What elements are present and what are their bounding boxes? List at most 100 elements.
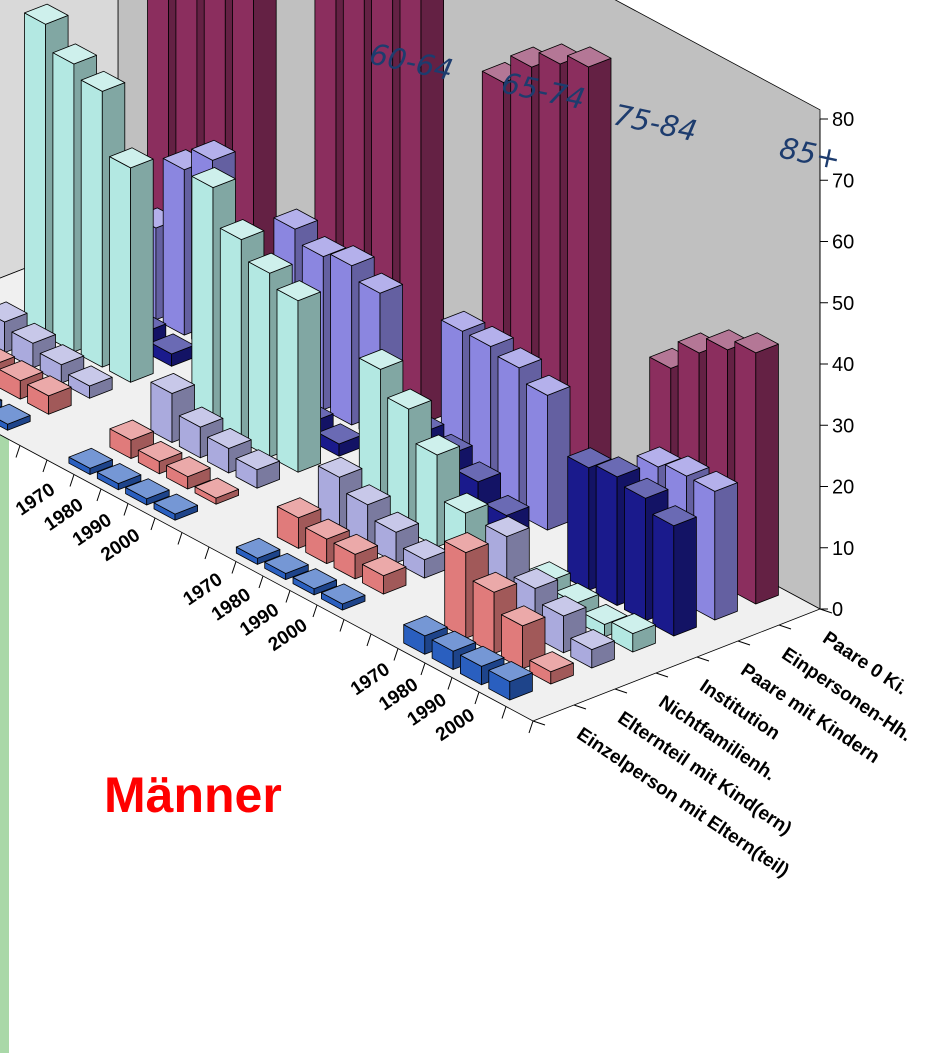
bar-top-face — [96, 463, 142, 485]
bar — [207, 427, 252, 474]
x-tick-mark — [96, 488, 102, 502]
row-tick-mark — [573, 704, 587, 710]
row-tick-mark — [696, 656, 710, 662]
bar-front-face — [52, 52, 75, 353]
bar-top-face — [273, 208, 318, 230]
bar-top-face — [570, 629, 615, 650]
bar-front-face — [219, 227, 242, 443]
bar-front-face — [472, 580, 495, 654]
bar-front-face — [109, 156, 132, 383]
bar — [0, 398, 3, 408]
bar-top-face — [595, 456, 641, 478]
bar-top-face — [137, 440, 183, 462]
bar — [500, 605, 546, 670]
bar-top-face — [0, 360, 44, 382]
bar — [526, 374, 571, 531]
bar — [235, 449, 281, 489]
bar-top-face — [472, 571, 518, 593]
bar-top-face — [665, 455, 710, 477]
bar-top-face — [219, 219, 265, 241]
bar — [125, 478, 170, 506]
bar-front-face — [444, 540, 467, 639]
bar-top-face — [166, 456, 211, 478]
bar-top-face — [194, 477, 240, 499]
y-tick-label: 10 — [832, 538, 854, 560]
y-tick-label: 0 — [832, 599, 843, 621]
bar — [276, 280, 322, 473]
bar-top-face — [361, 555, 407, 577]
bar-top-face — [0, 348, 15, 363]
bar-top-face — [387, 388, 432, 410]
row-tick-mark — [532, 720, 546, 726]
bar-top-face — [27, 375, 72, 397]
x-tick-mark — [15, 445, 21, 458]
bar-top-face — [191, 139, 236, 161]
bar-front-face — [248, 261, 271, 458]
bar-top-face — [191, 167, 236, 189]
x-tick-mark — [312, 604, 318, 618]
bar-side-face — [588, 57, 612, 515]
x-tick-mark — [123, 503, 129, 516]
y-tick-label: 40 — [832, 354, 854, 376]
bar-top-face — [693, 470, 738, 492]
bar-top-face — [652, 505, 697, 527]
bar-front-face — [567, 456, 590, 591]
bar-top-face — [611, 613, 656, 634]
bar — [399, 0, 445, 425]
bar-top-face — [459, 645, 505, 667]
row-tick-mark — [614, 688, 628, 694]
x-tick-mark — [204, 546, 210, 560]
x-tick-mark — [501, 706, 507, 719]
bar-top-face — [292, 568, 338, 590]
chart-title: Männer — [104, 767, 282, 823]
bar-front-face — [734, 341, 757, 605]
bar — [137, 440, 183, 475]
bar-top-face — [513, 568, 559, 589]
bar-front-face — [191, 175, 214, 427]
bar-top-face — [431, 630, 477, 652]
bar-front-face — [624, 486, 646, 622]
bar-side-face — [714, 482, 738, 621]
bar-top-face — [264, 553, 309, 574]
bar-side-face — [755, 343, 779, 605]
bar-side-face — [297, 291, 322, 473]
bar-top-face — [734, 332, 779, 354]
bar-top-face — [444, 532, 489, 553]
x-tick-mark — [393, 648, 399, 661]
bar-front-face — [24, 12, 46, 338]
bar-front-face — [693, 479, 716, 621]
bar-top-face — [0, 403, 31, 425]
bar — [68, 365, 113, 399]
bar-front-face — [526, 383, 548, 531]
bar-side-face — [547, 386, 571, 531]
bar — [0, 403, 31, 431]
bar — [11, 322, 56, 369]
row-tick-mark — [778, 624, 792, 630]
bar-front-face — [387, 397, 410, 532]
x-tick-mark — [285, 590, 291, 603]
bar-front-face — [652, 514, 675, 637]
bar-top-face — [469, 325, 514, 347]
bar-top-face — [235, 537, 281, 559]
bar — [166, 456, 211, 490]
bar-front-face — [162, 157, 185, 336]
row-tick-mark — [655, 672, 669, 678]
bar — [333, 533, 379, 580]
bar-top-face — [330, 245, 375, 267]
bar-top-face — [301, 236, 347, 258]
bar — [402, 539, 448, 579]
bar-top-face — [488, 661, 533, 682]
bar-top-face — [358, 348, 404, 370]
bar-top-face — [636, 446, 682, 468]
bar-top-face — [235, 449, 281, 471]
bar — [652, 505, 697, 637]
bar-top-face — [276, 280, 322, 302]
bar-top-face — [109, 419, 154, 441]
y-tick-label: 20 — [832, 477, 854, 499]
bar-top-face — [317, 456, 363, 478]
bar-front-face — [80, 79, 103, 368]
y-tick-label: 30 — [832, 415, 854, 437]
bar-top-face — [0, 301, 28, 323]
x-tick-mark — [258, 575, 264, 589]
